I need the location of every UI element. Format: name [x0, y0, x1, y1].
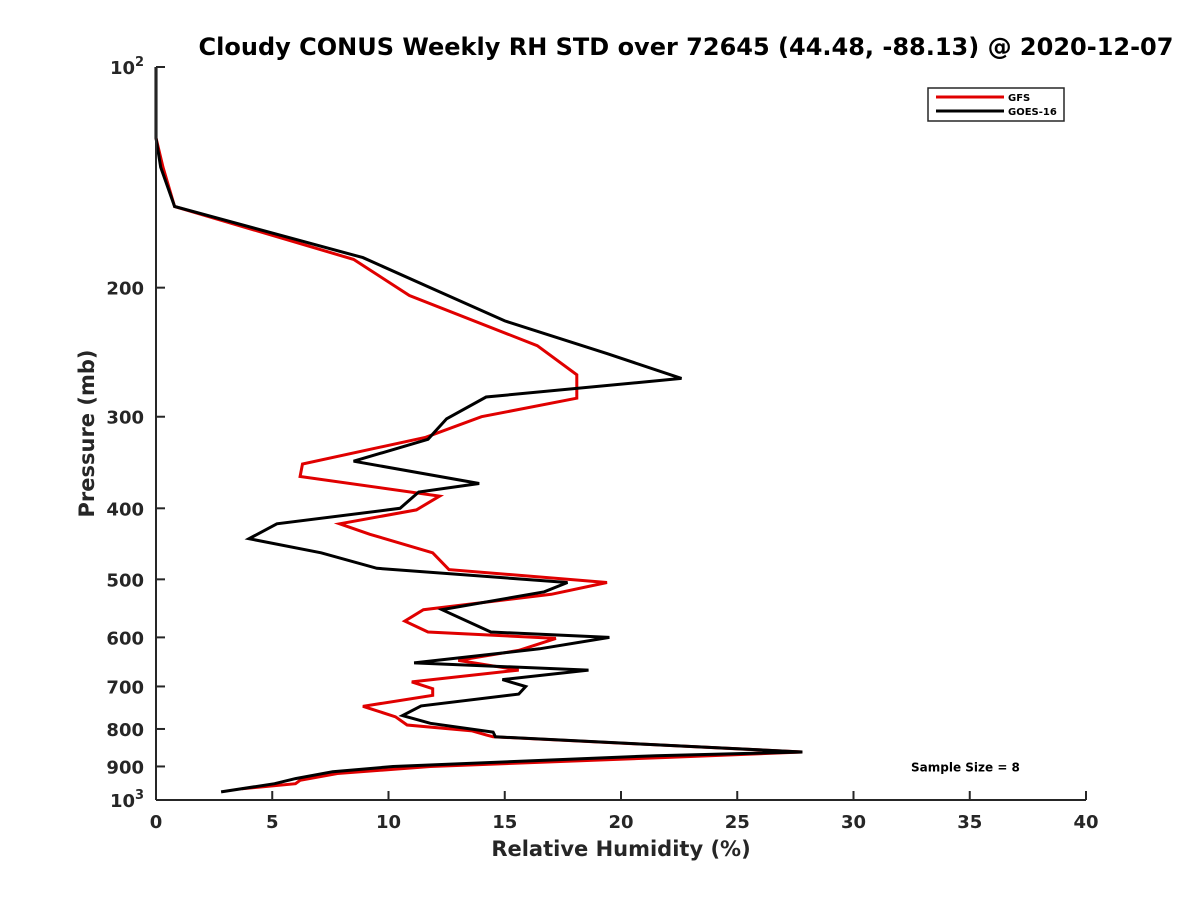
x-tick-label: 10	[376, 812, 401, 833]
y-tick-label: 500	[106, 570, 144, 591]
x-tick-label: 35	[957, 812, 982, 833]
y-tick-exponent: 2	[135, 55, 144, 70]
axes-layer	[155, 67, 1086, 801]
x-axis-ticks: 0 5 10 15 20 25 30 35 40	[150, 791, 1099, 833]
y-tick-label: 600	[106, 628, 144, 649]
series-line-goes-16	[154, 67, 803, 794]
y-tick-label: 700	[106, 677, 144, 698]
y-axis-label: Pressure (mb)	[75, 350, 99, 518]
series-line-gfs	[154, 67, 803, 791]
x-tick-label: 30	[841, 812, 866, 833]
x-tick-label: 20	[608, 812, 633, 833]
y-tick-label: 300	[106, 408, 144, 429]
y-tick-label: 10	[110, 791, 135, 812]
x-tick-label: 25	[725, 812, 750, 833]
x-tick-label: 15	[492, 812, 517, 833]
y-tick-exponent: 3	[135, 788, 144, 803]
sample-size-annotation: Sample Size = 8	[911, 760, 1020, 774]
y-tick-label: 800	[106, 720, 144, 741]
x-tick-label: 40	[1073, 812, 1098, 833]
legend-label: GOES-16	[1008, 107, 1057, 118]
legend-label: GFS	[1008, 93, 1030, 104]
chart-title: Cloudy CONUS Weekly RH STD over 72645 (4…	[199, 33, 1174, 61]
y-tick-label: 200	[106, 279, 144, 300]
y-tick-label: 900	[106, 757, 144, 778]
y-tick-label: 10	[110, 58, 135, 79]
x-tick-label: 5	[266, 812, 279, 833]
y-tick-label: 400	[106, 499, 144, 520]
series-layer	[154, 67, 803, 794]
x-tick-label: 0	[150, 812, 163, 833]
legend-box	[927, 87, 1065, 122]
x-axis-label: Relative Humidity (%)	[491, 837, 750, 861]
legend: GFS GOES-16	[927, 87, 1065, 122]
